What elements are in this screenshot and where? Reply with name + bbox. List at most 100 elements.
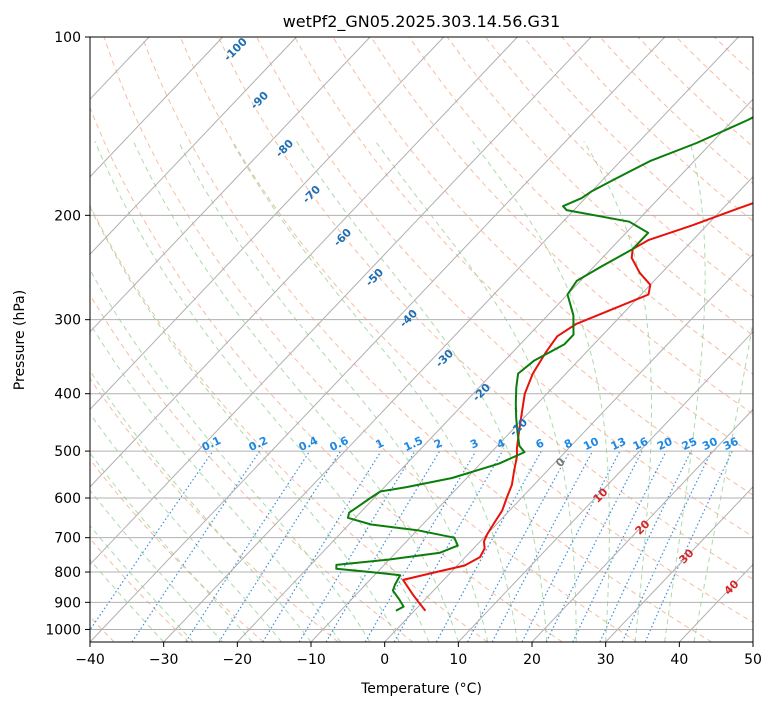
x-tick-label: 0 [380, 652, 389, 668]
isotherm-line [752, 641, 753, 642]
moist-adiabat-line [90, 558, 165, 642]
y-tick-label: 400 [54, 387, 81, 403]
temperature-profile-line [402, 202, 753, 612]
y-tick-label: 200 [54, 208, 81, 224]
mixing-ratio-label: 25 [680, 435, 699, 453]
isotherm-line [678, 563, 753, 642]
dry-adiabat-line [561, 37, 753, 222]
x-tick-label: −10 [296, 652, 326, 668]
moist-adiabat-line [90, 489, 223, 642]
dry-adiabat-line [752, 37, 753, 39]
dry-adiabat-line [90, 458, 264, 642]
isotherm-line [90, 37, 518, 488]
mixing-ratio-line [262, 450, 382, 642]
isotherm-line [90, 37, 445, 411]
dry-adiabat-line [714, 37, 753, 75]
mixing-ratio-line [185, 450, 311, 642]
x-tick-label: 10 [449, 652, 467, 668]
x-axis-title: Temperature (°C) [360, 681, 482, 697]
dry-adiabat-label: -90 [248, 89, 271, 112]
mixing-ratio-line [599, 450, 692, 642]
x-tick-label: −30 [149, 652, 179, 668]
y-tick-label: 700 [54, 531, 81, 547]
series-layer [335, 116, 753, 612]
isotherm-line [90, 37, 592, 566]
dry-adiabat-line [103, 37, 638, 642]
dry-adiabat-line [90, 293, 414, 642]
mixing-ratio-line [435, 450, 542, 642]
moist-adiabat-line [90, 412, 282, 642]
isotherm-line [384, 253, 753, 642]
dry-adiabat-line [637, 37, 753, 148]
isotherm-line [90, 37, 666, 642]
dry-adiabat-label: -30 [433, 347, 456, 370]
isotherm-line [0, 37, 2, 642]
mixing-ratio-line [545, 450, 643, 642]
x-tick-label: 30 [597, 652, 615, 668]
mixing-ratio-label: 2 [432, 436, 444, 451]
mixing-ratio-line [90, 450, 214, 631]
y-tick-label: 900 [54, 595, 81, 611]
dry-adiabat-line [90, 204, 488, 642]
dry-adiabat-line [294, 37, 753, 496]
chart-title: wetPf2_GN05.2025.303.14.56.G31 [283, 12, 561, 32]
isotherm-line [163, 37, 739, 642]
mixing-ratio-line [393, 450, 504, 642]
y-tick-label: 1000 [45, 622, 81, 638]
y-tick-label: 800 [54, 565, 81, 581]
y-tick-label: 300 [54, 313, 81, 329]
isotherm-line [310, 176, 753, 642]
dry-adiabat-line [408, 37, 753, 375]
y-tick-label: 100 [54, 30, 81, 46]
moist-adiabat-line [90, 268, 371, 642]
x-axis: −40 −30 −20 −10 0 10 20 30 40 50 [75, 642, 762, 668]
moist-adiabat-line [132, 141, 459, 642]
x-tick-label: 40 [670, 652, 688, 668]
isotherm-line [236, 98, 753, 642]
dry-adiabat-line [179, 37, 753, 623]
dry-adiabat-label: -80 [273, 137, 296, 160]
dry-adiabat-line [523, 37, 753, 260]
mixing-ratio-line [325, 450, 441, 642]
mixing-ratio-label: 16 [631, 435, 651, 453]
dry-adiabat-line [217, 37, 753, 580]
isotherm-line [457, 331, 753, 642]
gridlines [0, 37, 753, 642]
isotherm-line [90, 37, 371, 333]
mixing-ratio-label: 13 [609, 435, 628, 453]
isotherm-line [90, 37, 297, 256]
x-tick-label: −20 [223, 652, 253, 668]
mixing-ratio-label: 3 [468, 436, 480, 451]
isotherm-line [90, 37, 224, 178]
isotherm-line [531, 408, 753, 642]
y-axis-title: Pressure (hPa) [12, 290, 28, 390]
dry-adiabat-label: -40 [397, 307, 420, 330]
mixing-ratio-line [298, 450, 416, 642]
x-tick-label: 20 [523, 652, 541, 668]
dry-adiabat-line [256, 37, 753, 538]
y-tick-label: 600 [54, 491, 81, 507]
mixing-ratio-line [364, 450, 477, 642]
mixing-ratio-line [491, 450, 594, 642]
mixing-ratio-label: 20 [655, 435, 675, 453]
dry-adiabat-label: -20 [470, 381, 493, 404]
mixing-ratio-line [218, 450, 342, 642]
isotherm-line [605, 486, 753, 642]
dewpoint-profile-line [335, 116, 753, 612]
plot-frame [89, 36, 754, 643]
dry-adiabat-label: -10 [507, 416, 530, 439]
background-lines [90, 37, 753, 642]
mixing-ratio-line [621, 450, 713, 642]
dry-adiabat-line [90, 537, 190, 642]
dry-adiabat-label: -100 [221, 35, 250, 64]
mixing-ratio-label: 10 [581, 435, 601, 453]
mixing-ratio-line [131, 450, 261, 642]
mixing-ratio-line [521, 450, 621, 642]
dry-adiabat-line [141, 37, 712, 642]
mixing-ratio-line [644, 450, 733, 642]
mixing-ratio-label: 4 [495, 436, 508, 451]
dry-adiabat-label: -70 [300, 183, 323, 206]
mixing-ratio-label: 30 [700, 435, 720, 453]
mixing-ratio-line [466, 450, 571, 642]
